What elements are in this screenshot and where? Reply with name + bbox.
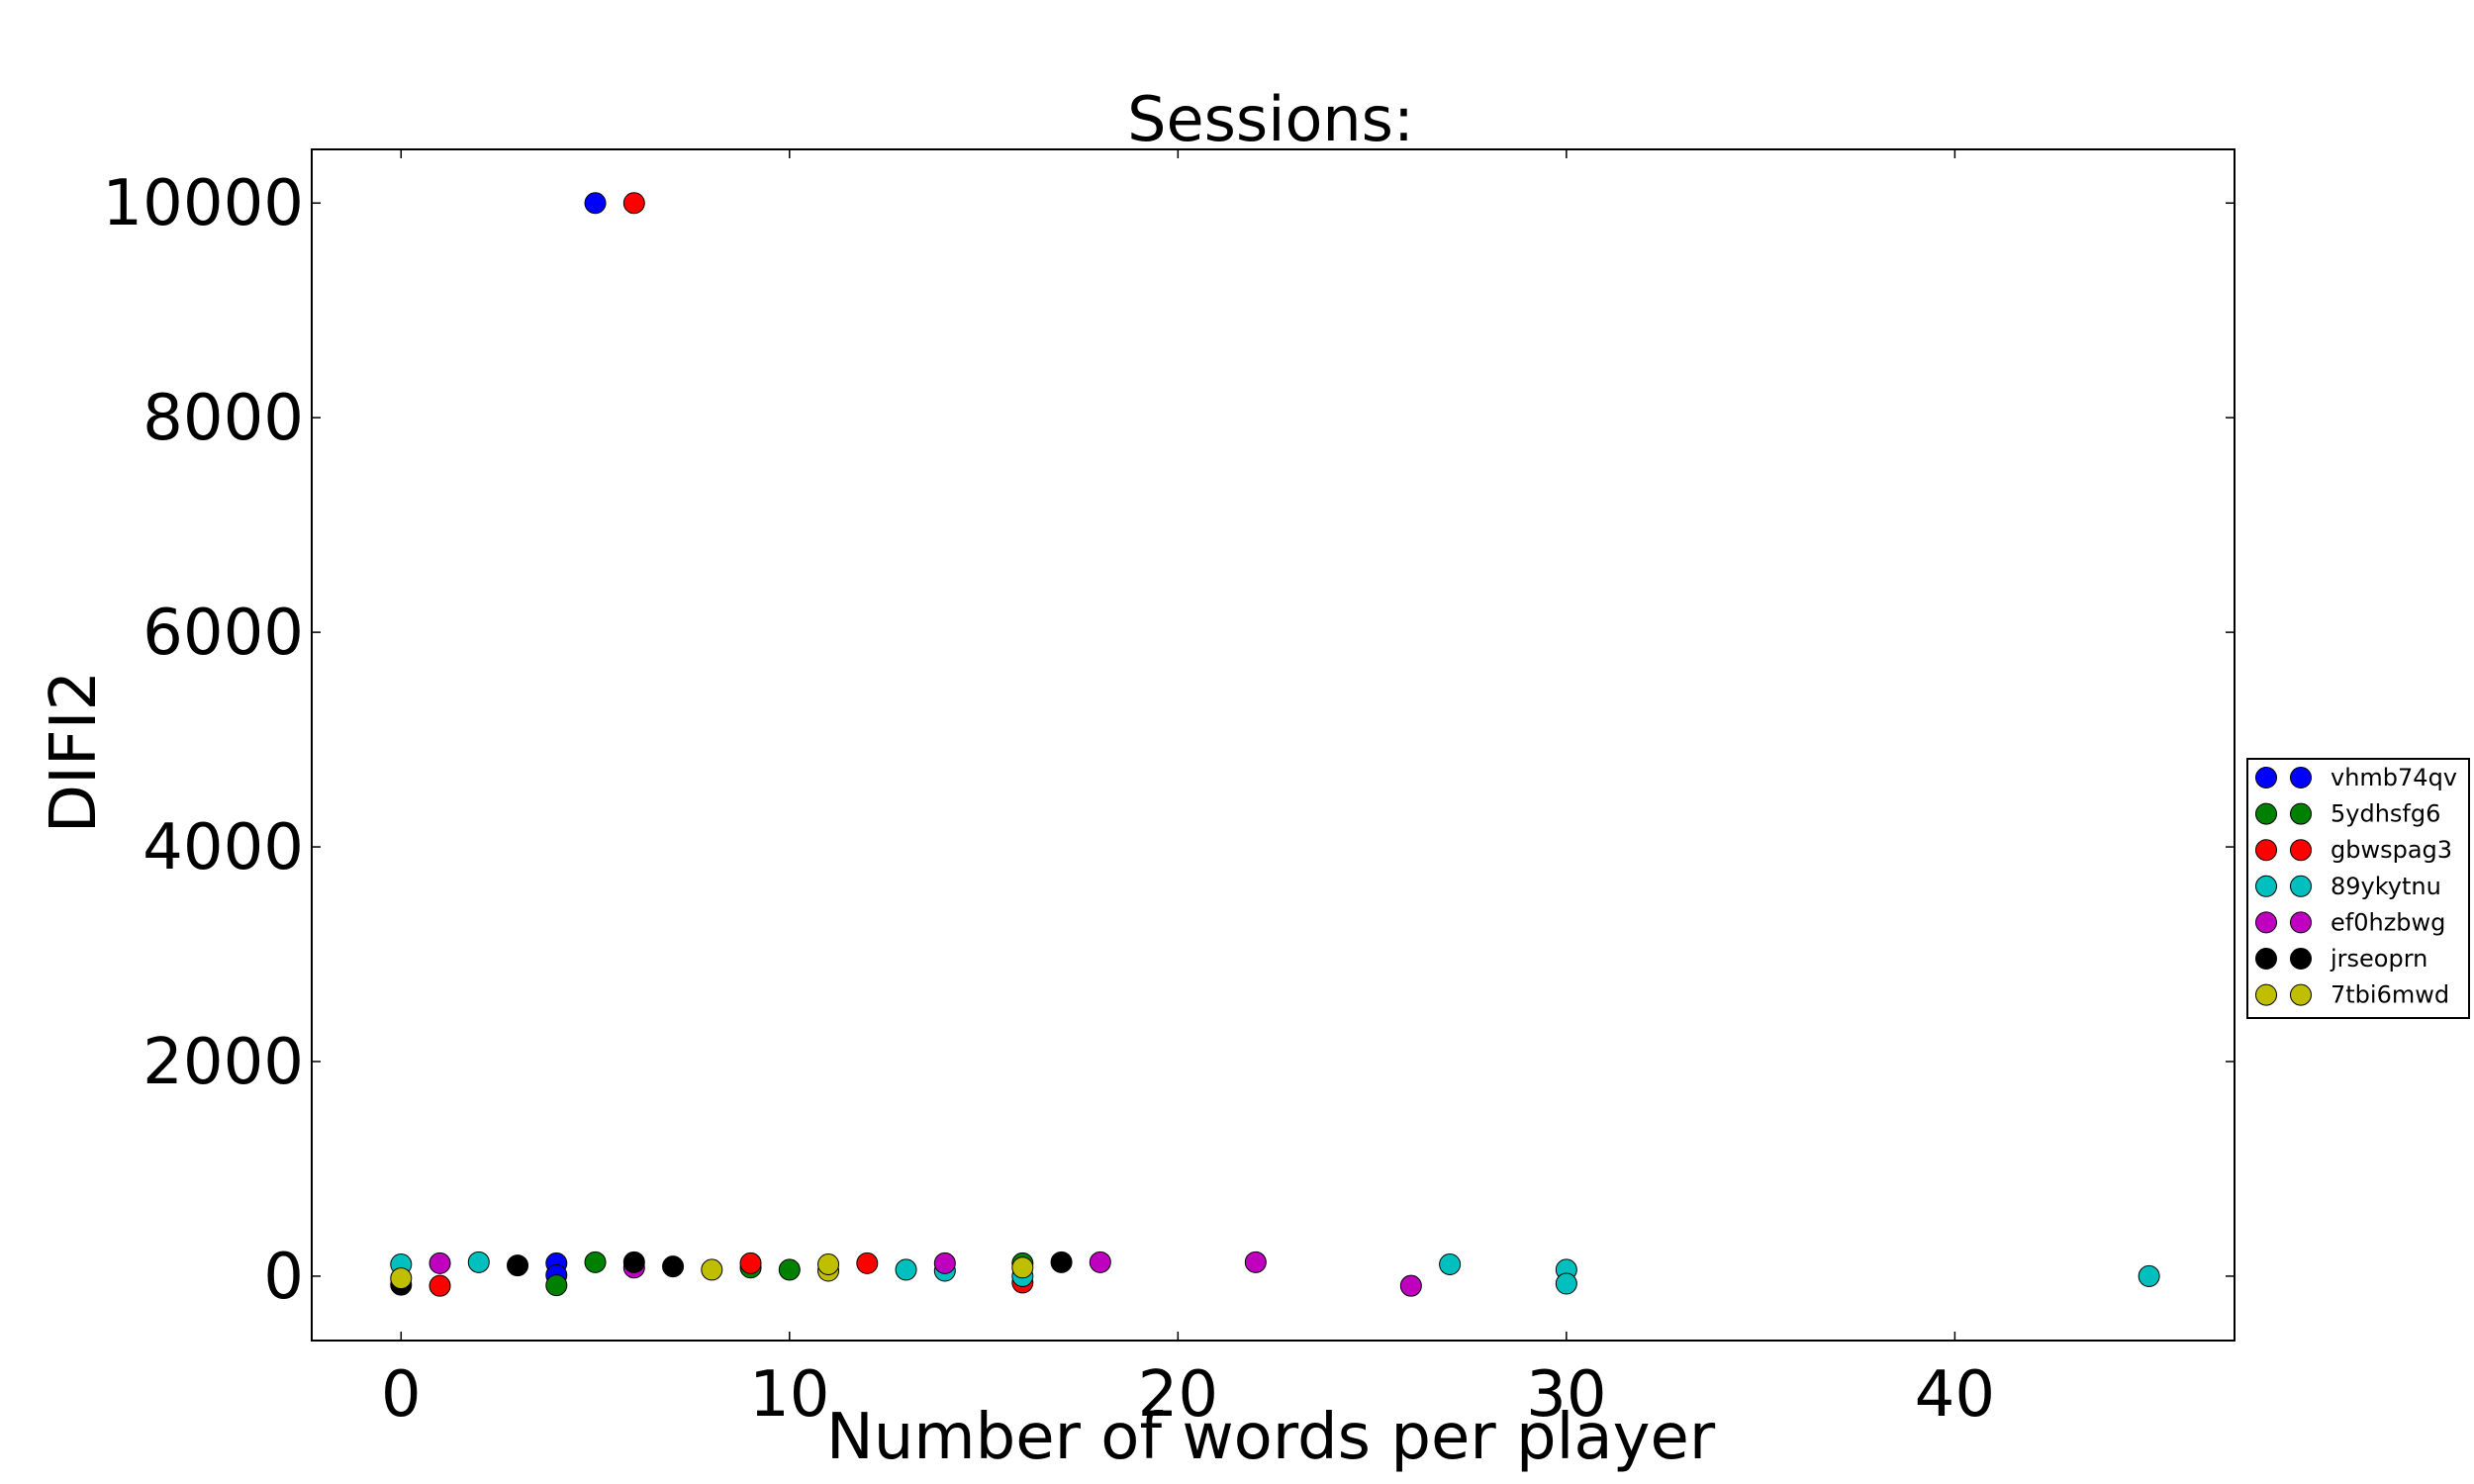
x-axis-ticks: 0 10 20 30 40: [381, 149, 1995, 1432]
y-tick-label: 2000: [143, 1026, 304, 1099]
legend-marker: [2255, 767, 2277, 788]
data-point-jrseoprn: [1050, 1251, 1073, 1273]
legend-marker: [2290, 767, 2312, 788]
y-axis-label: DIFI2: [38, 671, 111, 834]
data-point-89ykytnu: [2138, 1264, 2160, 1287]
data-point-ef0hzbwg: [933, 1252, 956, 1274]
data-point-jrseoprn: [507, 1254, 529, 1277]
data-point-gbwspag3: [428, 1274, 451, 1297]
data-point-ef0hzbwg: [428, 1252, 451, 1274]
y-tick-label: 4000: [143, 811, 304, 884]
data-point-5ydhsfg6: [778, 1258, 801, 1281]
legend-label: jrseoprn: [2330, 945, 2427, 973]
legend: vhmb74qv 5ydhsfg6 gbwspag3 89ykytnu ef0hzbwg…: [2246, 758, 2470, 1019]
legend-marker: [2255, 911, 2277, 934]
data-point-gbwspag3: [856, 1252, 879, 1274]
legend-marker: [2290, 911, 2312, 934]
legend-marker: [2290, 802, 2312, 825]
legend-label: 5ydhsfg6: [2331, 800, 2440, 828]
data-point-7tbi6mwd: [1011, 1256, 1034, 1279]
legend-marker: [2255, 802, 2277, 825]
legend-marker: [2290, 875, 2312, 897]
data-point-ef0hzbwg: [1399, 1274, 1422, 1297]
x-tick-label: 10: [749, 1358, 829, 1432]
y-tick-label: 0: [263, 1241, 304, 1314]
data-point-jrseoprn: [622, 1251, 645, 1273]
x-tick-label: 0: [381, 1358, 422, 1432]
y-tick-label: 10000: [102, 167, 304, 240]
plot-area: [311, 148, 2236, 1342]
legend-marker: [2290, 948, 2312, 970]
legend-marker: [2290, 983, 2312, 1006]
data-point-7tbi6mwd: [390, 1267, 413, 1290]
data-point-89ykytnu: [1439, 1252, 1462, 1275]
data-point-gbwspag3: [622, 192, 645, 215]
data-point-5ydhsfg6: [584, 1251, 607, 1273]
legend-label: 89ykytnu: [2331, 873, 2441, 900]
data-point-7tbi6mwd: [701, 1258, 723, 1281]
chart-title: Sessions:: [1127, 83, 1414, 155]
legend-box: [2246, 758, 2470, 1019]
data-point-ef0hzbwg: [1089, 1251, 1111, 1273]
data-point-7tbi6mwd: [817, 1252, 840, 1275]
y-tick-label: 8000: [143, 382, 304, 455]
y-axis-ticks: 0 2000 4000 6000 8000 10000: [102, 167, 2235, 1314]
legend-label: gbwspag3: [2331, 836, 2452, 864]
x-tick-label: 40: [1915, 1358, 1995, 1432]
data-point-5ydhsfg6: [545, 1274, 568, 1297]
data-point-89ykytnu: [895, 1258, 917, 1281]
legend-marker: [2290, 839, 2312, 862]
x-tick-label: 30: [1526, 1358, 1606, 1432]
data-point-gbwspag3: [739, 1252, 762, 1274]
legend-label: 7tbi6mwd: [2331, 981, 2449, 1009]
data-point-jrseoprn: [662, 1255, 685, 1278]
x-axis-label: Number of words per player: [826, 1401, 1716, 1474]
legend-marker: [2255, 983, 2277, 1006]
data-point-89ykytnu: [1555, 1272, 1577, 1295]
legend-label: ef0hzbwg: [2331, 908, 2445, 936]
x-tick-label: 20: [1138, 1358, 1218, 1432]
y-tick-label: 6000: [143, 597, 304, 670]
legend-marker: [2255, 948, 2277, 970]
data-point-89ykytnu: [467, 1251, 490, 1273]
legend-label: vhmb74qv: [2331, 764, 2457, 791]
legend-marker: [2255, 875, 2277, 897]
data-point-ef0hzbwg: [1244, 1251, 1267, 1273]
legend-marker: [2255, 839, 2277, 862]
data-point-vhmb74qv: [584, 192, 607, 215]
data-points: [390, 192, 2160, 1297]
